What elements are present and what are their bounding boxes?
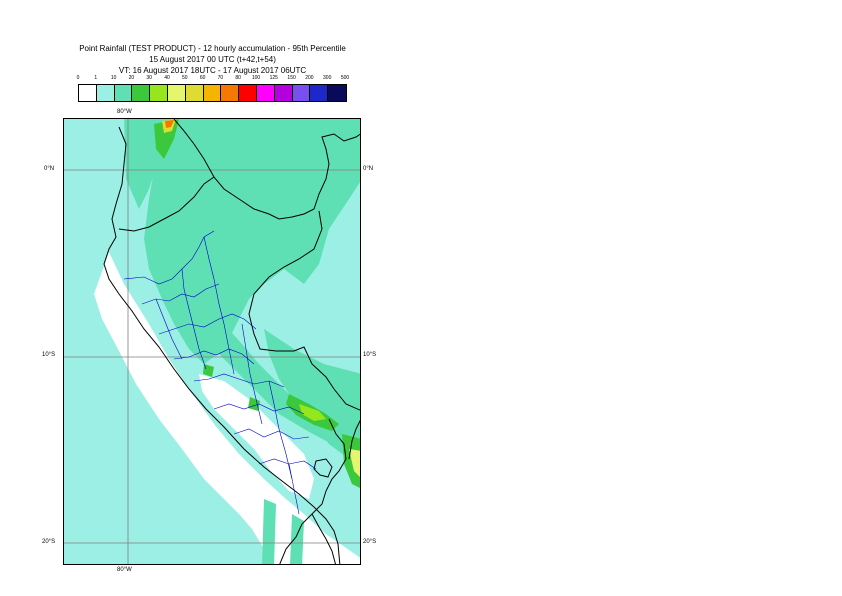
legend-label: 40 [164, 75, 170, 81]
regional-boundaries [123, 230, 317, 515]
legend-swatch [256, 85, 275, 101]
lat-label-right-20s: 20°S [363, 539, 377, 545]
legend-swatch [167, 85, 186, 101]
lon-label-bottom: 80°W [117, 567, 132, 573]
legend-label: 300 [323, 75, 332, 81]
bolivia-chile-border [311, 513, 336, 564]
lon-label-top: 80°W [117, 109, 132, 115]
brazil-bolivia-border [348, 419, 360, 460]
legend-swatch [203, 85, 222, 101]
map-valid-time: VT: 16 August 2017 18UTC - 17 August 201… [118, 66, 307, 75]
legend-label: 60 [199, 75, 206, 81]
legend-swatch [96, 85, 115, 101]
rain-40-50-southeast [349, 449, 360, 477]
rain-stripe-2 [290, 514, 304, 564]
dry-andes-zone [199, 374, 314, 499]
lat-label-right-10s: 10°S [363, 352, 377, 358]
lake-titicaca [313, 458, 333, 478]
legend-label: 100 [251, 75, 261, 81]
legend-label: 80 [235, 75, 241, 81]
peru-east-border [248, 210, 360, 411]
country-borders [103, 119, 360, 564]
legend-swatch [328, 85, 346, 101]
dry-coastal-zone [94, 252, 360, 564]
legend-colorbar [78, 84, 347, 102]
rainfall-map [63, 118, 361, 565]
peru-bolivia-border [279, 418, 347, 564]
ecuador-peru-border [118, 176, 315, 232]
colombia-border [173, 119, 215, 178]
rain-20-30-spot-2 [248, 397, 260, 411]
dry-coastal-zone-inner [126, 307, 342, 564]
legend-swatch [150, 85, 168, 101]
legend-label: 1 [94, 75, 98, 81]
coastline [103, 126, 341, 564]
rain-20-30-spot-1 [203, 364, 214, 377]
legend-label: 125 [269, 75, 278, 81]
lat-label-right-0: 0°N [363, 166, 374, 172]
legend-swatch [221, 85, 240, 101]
rain-10-20-andes [179, 294, 349, 441]
legend-swatch [185, 85, 204, 101]
legend-swatch [132, 85, 151, 101]
map-svg [64, 119, 360, 564]
rain-20-30-southeast [342, 434, 360, 488]
rain-stripe-1 [262, 499, 276, 564]
peru-brazil-border [313, 133, 360, 210]
legend-label: 150 [287, 75, 296, 81]
legend-swatch [310, 85, 329, 101]
legend-label: 50 [182, 75, 188, 81]
legend-label: 20 [128, 75, 135, 81]
lat-label-left-10s: 10°S [42, 352, 56, 358]
legend-label: 0 [76, 75, 80, 81]
legend-label: 10 [110, 75, 117, 81]
rain-70-80-north [165, 120, 174, 128]
rain-30-40-east [299, 404, 326, 421]
map-title: Point Rainfall (TEST PRODUCT) - 12 hourl… [79, 44, 346, 53]
rain-10-20-nw [124, 119, 164, 209]
legend-label: 500 [340, 75, 350, 81]
legend-swatch [79, 85, 97, 101]
map-run-time: 15 August 2017 00 UTC (t+42,t+54) [149, 55, 276, 64]
legend-label: 200 [305, 75, 314, 81]
legend-label: 30 [146, 75, 152, 81]
rain-20-30-north [154, 119, 179, 159]
legend-swatch [239, 85, 257, 101]
lat-label-left-0: 0°N [44, 166, 55, 172]
legend-label: 70 [217, 75, 224, 81]
legend-labels: 0 1 10 20 30 40 50 60 70 80 100 125 150 200 300 500 [0, 75, 842, 85]
lat-label-left-20s: 20°S [42, 539, 56, 545]
legend-swatch [292, 85, 311, 101]
legend-swatch [274, 85, 293, 101]
graticule [64, 119, 360, 564]
legend-swatch [114, 85, 133, 101]
